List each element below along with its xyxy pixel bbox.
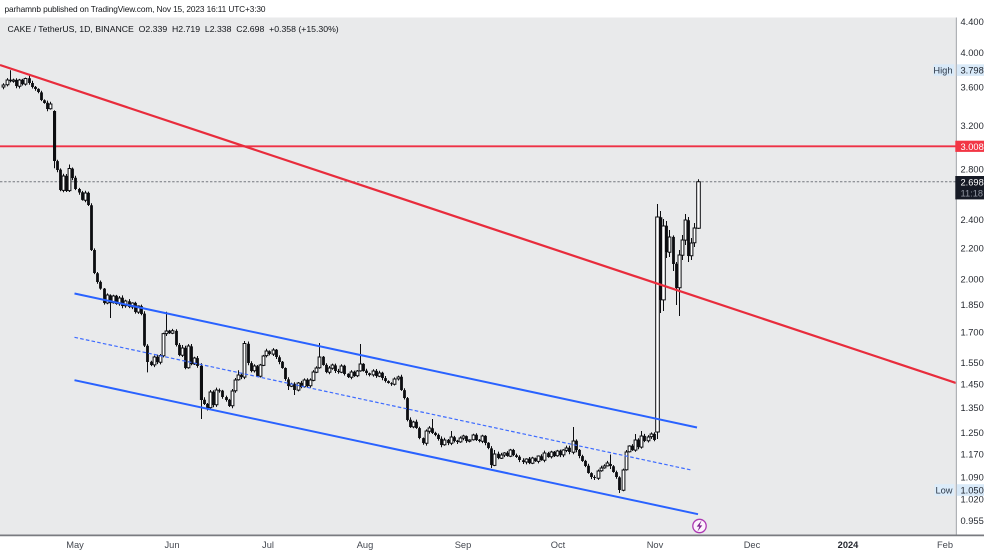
svg-text:Low: Low <box>935 485 952 495</box>
svg-text:1.550: 1.550 <box>961 358 984 368</box>
svg-text:1.090: 1.090 <box>961 473 984 483</box>
svg-text:Aug: Aug <box>357 540 374 550</box>
svg-text:Sep: Sep <box>455 540 472 550</box>
svg-text:2024: 2024 <box>838 540 860 550</box>
svg-text:2.800: 2.800 <box>961 165 984 175</box>
svg-text:3.200: 3.200 <box>961 121 984 131</box>
svg-text:May: May <box>66 540 84 550</box>
svg-text:3.008: 3.008 <box>961 142 984 152</box>
svg-text:1.850: 1.850 <box>961 300 984 310</box>
svg-text:1.170: 1.170 <box>961 450 984 460</box>
svg-text:4.000: 4.000 <box>961 48 984 58</box>
svg-text:11:18: 11:18 <box>961 188 984 198</box>
svg-text:Jun: Jun <box>165 540 180 550</box>
svg-text:1.700: 1.700 <box>961 328 984 338</box>
svg-text:3.600: 3.600 <box>961 83 984 93</box>
svg-text:High: High <box>933 65 952 75</box>
svg-text:Oct: Oct <box>551 540 566 550</box>
svg-text:2.200: 2.200 <box>961 243 984 253</box>
svg-text:3.798: 3.798 <box>961 65 984 75</box>
svg-text:2.400: 2.400 <box>961 215 984 225</box>
svg-text:0.955: 0.955 <box>961 516 984 526</box>
svg-text:4.400: 4.400 <box>961 17 984 27</box>
svg-text:Nov: Nov <box>647 540 664 550</box>
svg-text:Jul: Jul <box>262 540 274 550</box>
svg-text:1.450: 1.450 <box>961 380 984 390</box>
svg-text:Dec: Dec <box>744 540 761 550</box>
svg-text:1.250: 1.250 <box>961 428 984 438</box>
svg-text:1.350: 1.350 <box>961 403 984 413</box>
svg-text:1.050: 1.050 <box>961 485 984 495</box>
svg-text:2.000: 2.000 <box>961 275 984 285</box>
svg-text:Feb: Feb <box>937 540 953 550</box>
svg-text:2.698: 2.698 <box>961 178 984 188</box>
svg-text:1.020: 1.020 <box>961 494 984 504</box>
